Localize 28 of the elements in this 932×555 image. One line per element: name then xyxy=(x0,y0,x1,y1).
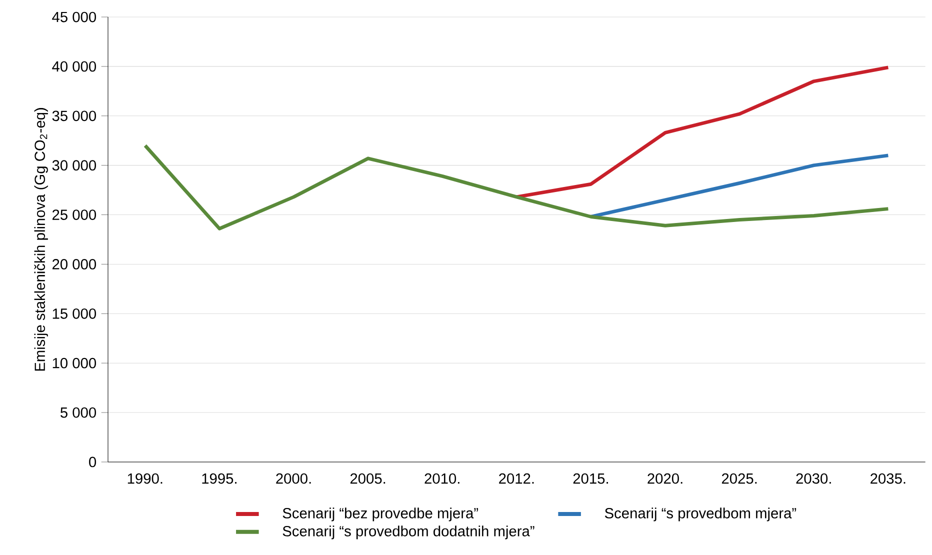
y-tick-label: 5 000 xyxy=(60,407,96,418)
x-tick-label: 2000. xyxy=(276,473,311,484)
x-tick-label: 2005. xyxy=(350,473,386,484)
legend-label: Scenarij “s provedbom mjera” xyxy=(604,508,796,522)
x-tick-label: 1990. xyxy=(128,473,162,484)
x-tick-label: 1995. xyxy=(202,473,236,484)
x-tick-label: 2012. xyxy=(499,473,534,484)
y-tick-label: 20 000 xyxy=(52,259,96,270)
line-series xyxy=(589,154,890,218)
line-series xyxy=(514,66,890,199)
y-tick-label: 45 000 xyxy=(52,12,96,22)
x-tick-label: 2020. xyxy=(648,473,682,484)
x-tick-label: 2030. xyxy=(796,473,831,484)
y-tick-label: 30 000 xyxy=(52,160,96,171)
y-axis-title: Emisije stakleničkih plinova (Gg CO$_{2}$-eq) xyxy=(34,108,48,371)
x-tick-label: 2035. xyxy=(870,473,906,484)
y-tick-label: 10 000 xyxy=(52,358,96,368)
y-tick-label: 40 000 xyxy=(52,61,96,72)
y-tick-label: 25 000 xyxy=(52,210,96,220)
legend-label: Scenarij “s provedbom dodatnih mjera” xyxy=(282,526,534,540)
x-tick-label: 2010. xyxy=(424,473,460,484)
legend-label: Scenarij “bez provedbe mjera” xyxy=(282,508,478,522)
y-tick-label: 35 000 xyxy=(52,110,96,122)
y-tick-label: 15 000 xyxy=(52,308,96,319)
line-series xyxy=(143,144,890,230)
x-tick-label: 2015. xyxy=(573,473,608,484)
x-tick-label: 2025. xyxy=(722,473,757,484)
y-tick-label: 0 xyxy=(89,456,96,468)
